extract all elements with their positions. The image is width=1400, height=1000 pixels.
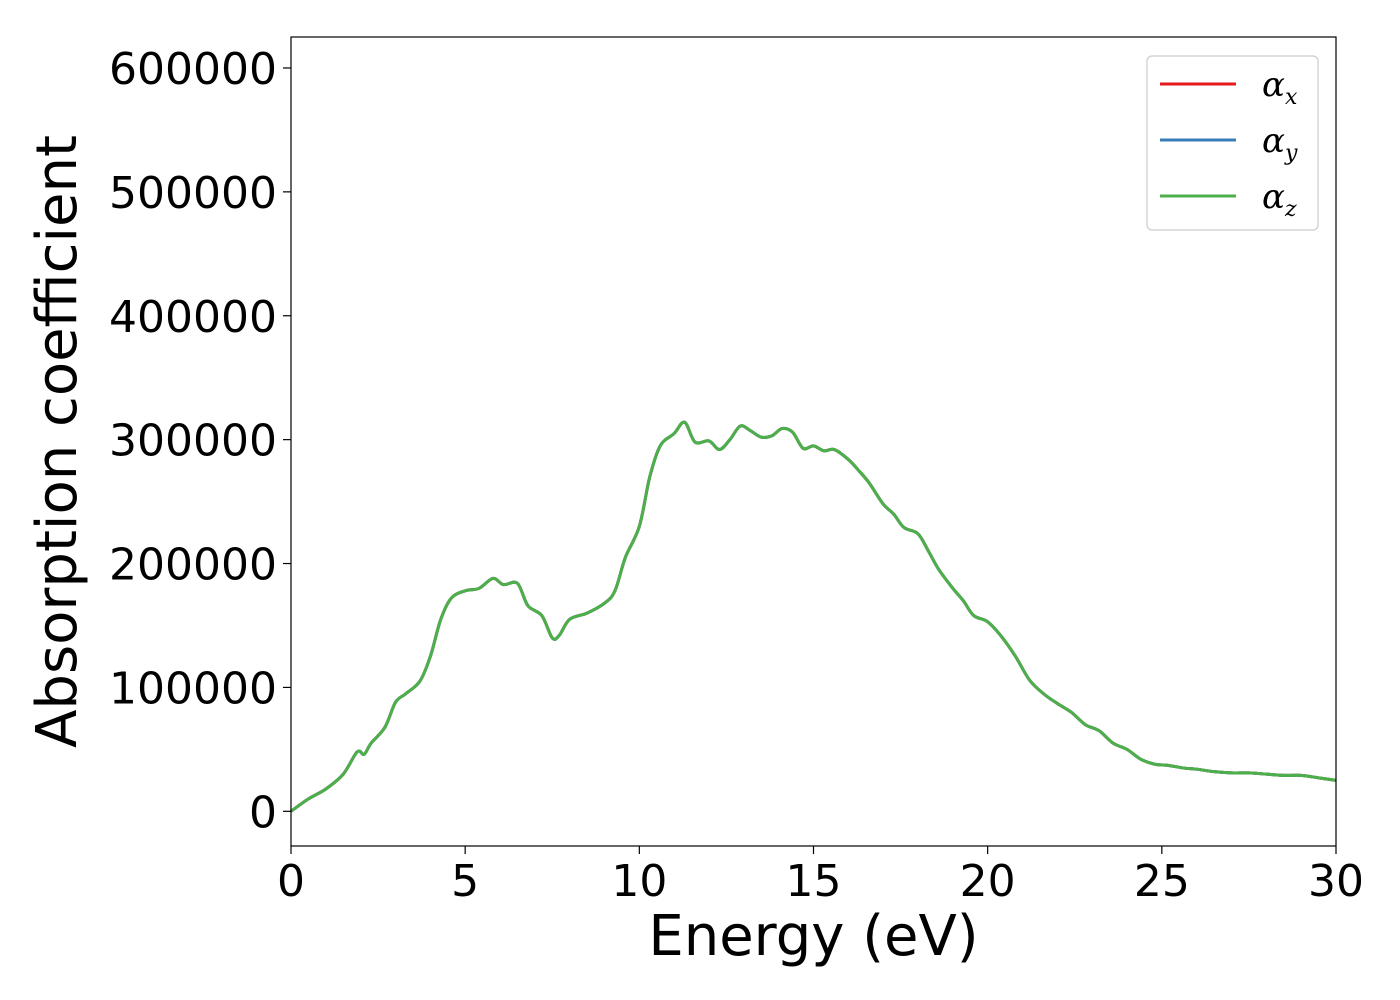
y-tick-label: 500000 [109, 168, 277, 219]
series-layer [290, 420, 1337, 813]
y-tick-label: 300000 [109, 416, 277, 467]
legend-label-y: αy [1262, 121, 1298, 166]
x-axis-ticks: 0 5 10 15 20 25 30 [277, 846, 1364, 907]
y-axis-ticks: 0 100000 200000 300000 400000 500000 600000 [109, 44, 291, 838]
y-tick-label: 600000 [109, 44, 277, 95]
x-tick-label: 30 [1308, 856, 1364, 907]
legend-label-z: αz [1262, 177, 1297, 222]
y-tick-label: 100000 [109, 663, 277, 714]
y-axis-title: Absorption coefficient [25, 135, 90, 748]
series-line-z [290, 420, 1337, 813]
x-tick-label: 0 [277, 856, 305, 907]
legend-box [1146, 55, 1319, 231]
legend: αx αy αz [1146, 55, 1319, 231]
y-tick-label: 400000 [109, 292, 277, 343]
y-tick-label: 200000 [109, 540, 277, 591]
x-axis-title: Energy (eV) [648, 904, 978, 969]
x-tick-label: 25 [1134, 856, 1190, 907]
x-tick-label: 10 [611, 856, 667, 907]
x-tick-label: 5 [451, 856, 479, 907]
x-tick-label: 15 [786, 856, 842, 907]
x-tick-label: 20 [960, 856, 1016, 907]
legend-label-x: αx [1262, 65, 1298, 110]
y-tick-label: 0 [249, 787, 277, 838]
